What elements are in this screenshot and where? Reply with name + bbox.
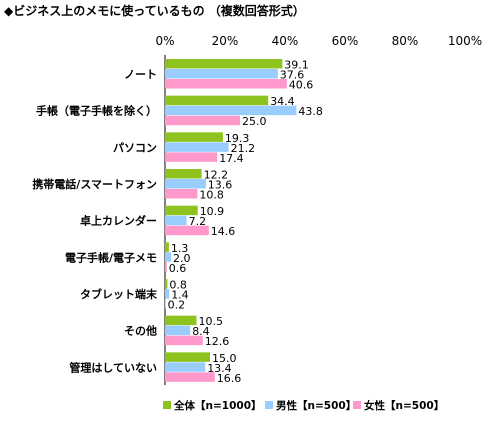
data-label: 0.8 [169, 279, 187, 292]
data-label: 1.4 [171, 289, 189, 302]
data-label: 10.5 [199, 315, 224, 328]
category-label: 携帯電話/スマートフォン [32, 177, 157, 191]
bar [165, 179, 206, 189]
bar [165, 225, 209, 236]
bar [165, 59, 283, 69]
legend-swatch [163, 401, 171, 409]
data-label: 15.0 [212, 352, 237, 365]
category-label: 電子手帳/電子メモ [65, 250, 157, 264]
legend-label: 男性【n=500】 [276, 399, 356, 412]
bar [165, 315, 197, 326]
data-label: 13.4 [207, 362, 232, 375]
bar [165, 69, 278, 79]
data-label: 34.4 [270, 95, 295, 108]
bar [165, 142, 229, 152]
data-label: 19.3 [225, 132, 250, 145]
data-label: 25.0 [242, 115, 267, 128]
bar [165, 362, 206, 372]
bar [165, 105, 297, 116]
bar [165, 335, 203, 346]
data-label: 10.8 [199, 189, 224, 202]
chart-title: ◆ビジネス上のメモに使っているもの （複数回答形式） [4, 3, 305, 18]
bar [165, 189, 198, 199]
bar [165, 252, 171, 262]
x-tick-label: 0% [155, 34, 174, 48]
data-label: 12.2 [204, 169, 229, 182]
bar [165, 169, 202, 179]
data-label: 13.6 [208, 179, 233, 192]
data-label: 10.9 [200, 205, 225, 218]
x-tick-label: 20% [212, 34, 239, 48]
legend-label: 女性【n=500】 [364, 399, 444, 412]
data-label: 17.4 [219, 152, 244, 165]
bar [165, 289, 170, 299]
data-label: 16.6 [217, 372, 242, 385]
x-tick-label: 100% [448, 34, 482, 48]
bar [165, 325, 191, 336]
data-label: 21.2 [231, 142, 256, 155]
data-label: 14.6 [211, 225, 236, 238]
bar [165, 215, 187, 226]
bar [165, 115, 240, 126]
bar [165, 352, 210, 362]
legend-swatch [265, 401, 273, 409]
bar [165, 205, 198, 216]
data-label: 1.3 [171, 242, 189, 255]
data-label: 2.0 [173, 252, 191, 265]
category-label: 管理はしていない [69, 360, 157, 374]
data-label: 0.2 [168, 299, 186, 312]
data-label: 39.1 [284, 59, 309, 72]
legend-label: 全体【n=1000】 [173, 399, 262, 412]
category-label: その他 [124, 324, 157, 338]
category-label: ノート [124, 68, 157, 81]
category-label: 手帳（電子手帳を除く） [36, 104, 157, 118]
x-tick-label: 40% [272, 34, 299, 48]
bar [165, 132, 223, 142]
category-label: パソコン [113, 141, 157, 154]
data-label: 8.4 [192, 325, 210, 338]
bar [165, 372, 215, 382]
x-tick-label: 60% [332, 34, 359, 48]
bar [165, 95, 269, 106]
bar [165, 299, 166, 309]
category-label: タブレット端末 [80, 287, 158, 301]
bar [165, 279, 168, 289]
data-label: 43.8 [298, 105, 323, 118]
bar [165, 152, 218, 162]
data-label: 0.6 [169, 262, 187, 275]
x-tick-label: 80% [392, 34, 419, 48]
bar [165, 242, 169, 252]
bar [165, 262, 167, 272]
bar [165, 79, 287, 89]
category-label: 卓上カレンダー [80, 214, 157, 228]
data-label: 37.6 [280, 69, 305, 82]
data-label: 40.6 [289, 79, 314, 92]
legend-swatch [353, 401, 361, 409]
data-label: 7.2 [189, 215, 207, 228]
data-label: 12.6 [205, 335, 230, 348]
